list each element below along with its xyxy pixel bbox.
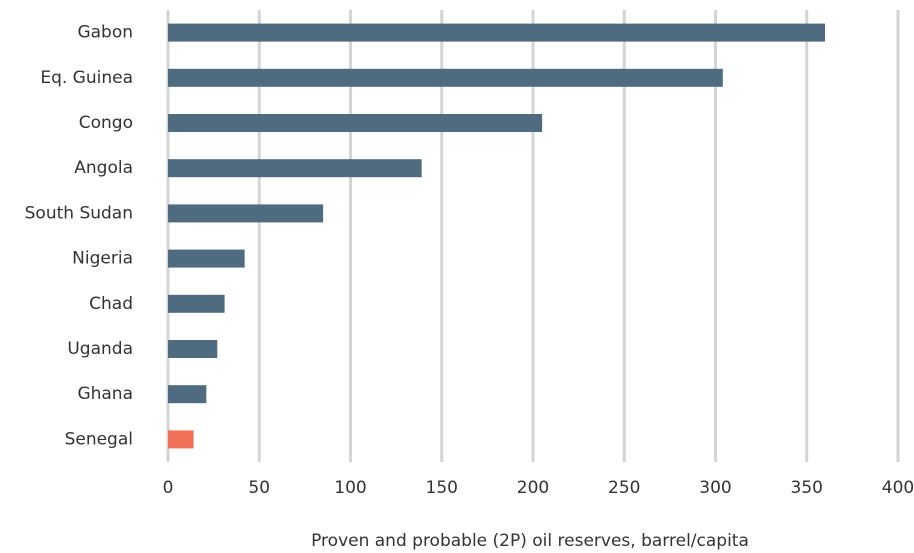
bar bbox=[168, 68, 723, 87]
bar bbox=[168, 159, 422, 178]
x-tick-label: 350 bbox=[791, 478, 823, 498]
y-tick-label: Ghana bbox=[77, 384, 133, 404]
y-tick-label: Gabon bbox=[77, 23, 133, 43]
y-tick-label: South Sudan bbox=[25, 203, 133, 223]
x-tick-label: 200 bbox=[517, 478, 549, 498]
bar bbox=[168, 204, 324, 223]
y-tick-label: Senegal bbox=[65, 429, 133, 449]
bar bbox=[168, 430, 194, 449]
y-tick-label: Chad bbox=[89, 294, 133, 314]
x-tick-label: 300 bbox=[699, 478, 731, 498]
x-tick-label: 100 bbox=[334, 478, 366, 498]
bar bbox=[168, 294, 225, 313]
y-tick-label: Angola bbox=[74, 158, 133, 178]
y-tick-label: Nigeria bbox=[72, 249, 133, 269]
x-tick-label: 150 bbox=[426, 478, 458, 498]
y-tick-label: Congo bbox=[79, 113, 133, 133]
bar bbox=[168, 114, 543, 132]
bar bbox=[168, 385, 207, 404]
x-tick-label: 250 bbox=[608, 478, 640, 498]
x-tick-label: 400 bbox=[882, 478, 914, 498]
y-tick-label: Uganda bbox=[67, 339, 133, 359]
y-tick-label: Eq. Guinea bbox=[40, 68, 133, 88]
x-tick-label: 50 bbox=[248, 478, 270, 498]
x-axis-title: Proven and probable (2P) oil reserves, b… bbox=[311, 531, 749, 551]
bar bbox=[168, 340, 218, 358]
x-tick-label: 0 bbox=[163, 478, 174, 498]
bar bbox=[168, 249, 245, 268]
bar bbox=[168, 23, 825, 42]
